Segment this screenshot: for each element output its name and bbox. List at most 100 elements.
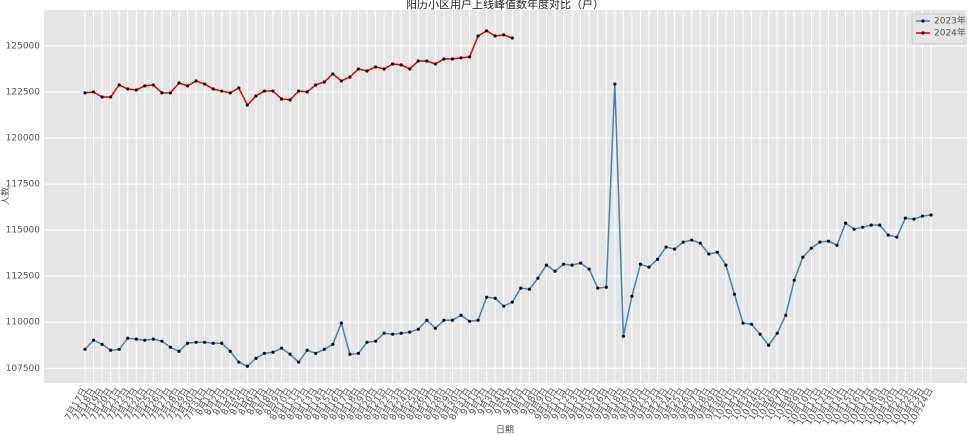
data-point — [442, 57, 446, 61]
data-point — [271, 89, 275, 93]
data-point — [399, 331, 403, 335]
data-point — [920, 214, 925, 218]
data-point — [211, 87, 215, 91]
data-point — [185, 84, 190, 88]
data-point — [818, 240, 822, 244]
series-line — [84, 84, 932, 368]
data-point — [91, 90, 96, 94]
data-point — [356, 351, 361, 355]
data-point — [117, 83, 121, 87]
data-point — [117, 347, 121, 351]
data-point — [322, 80, 326, 84]
y-tick-label: 107500 — [6, 364, 41, 374]
data-point — [467, 55, 472, 59]
data-point — [895, 235, 899, 239]
data-point — [399, 63, 403, 67]
data-point — [279, 97, 284, 101]
data-point — [245, 364, 249, 368]
data-point — [741, 321, 745, 325]
data-point — [220, 89, 224, 93]
data-point — [544, 263, 549, 267]
data-point — [502, 304, 506, 308]
data-point — [305, 90, 309, 94]
data-point — [83, 91, 87, 95]
data-point — [279, 346, 284, 350]
data-point — [245, 103, 249, 107]
data-point — [630, 294, 634, 298]
y-tick-label: 115000 — [6, 226, 41, 236]
data-point — [83, 347, 87, 351]
data-point — [442, 318, 446, 322]
data-point — [391, 332, 395, 336]
data-point — [220, 341, 224, 345]
data-point — [536, 276, 540, 280]
legend-label: 2024年 — [934, 27, 966, 39]
y-tick-label: 117500 — [6, 180, 41, 190]
data-point — [262, 89, 267, 93]
data-point — [485, 295, 489, 299]
data-point — [143, 84, 147, 88]
data-point — [912, 217, 916, 221]
data-point — [579, 261, 583, 265]
y-tick-label: 110000 — [6, 318, 41, 328]
data-point — [382, 331, 386, 335]
data-point — [886, 233, 890, 237]
data-point — [134, 337, 138, 341]
data-point — [861, 225, 865, 229]
data-point — [194, 340, 198, 344]
data-point — [433, 326, 437, 330]
data-point — [493, 34, 497, 38]
data-point — [382, 67, 386, 71]
legend-marker — [921, 31, 925, 35]
data-point — [373, 339, 378, 343]
y-tick-label: 112500 — [6, 272, 41, 282]
data-point — [835, 243, 839, 247]
data-point — [314, 351, 318, 355]
data-point — [126, 87, 130, 91]
data-point — [373, 65, 378, 69]
data-point — [707, 252, 711, 256]
data-point — [109, 95, 113, 99]
data-point — [177, 81, 181, 85]
data-point — [331, 342, 335, 346]
data-point — [271, 350, 275, 354]
data-point — [254, 356, 258, 360]
data-point — [348, 352, 352, 356]
data-point — [655, 257, 660, 261]
data-point — [408, 67, 412, 71]
data-point — [596, 286, 600, 290]
data-point — [254, 94, 258, 98]
data-point — [869, 223, 873, 227]
data-point — [237, 360, 241, 364]
data-point — [109, 348, 113, 352]
data-point — [638, 262, 643, 266]
data-point — [425, 318, 429, 322]
plot-area — [44, 10, 967, 383]
data-point — [126, 336, 130, 340]
data-point — [100, 95, 104, 99]
data-point — [237, 86, 241, 90]
data-point — [476, 318, 480, 322]
data-point — [715, 250, 719, 254]
data-point — [493, 296, 497, 300]
data-point — [698, 241, 702, 245]
data-point — [151, 83, 155, 87]
data-point — [433, 62, 437, 66]
data-point — [775, 331, 779, 335]
data-point — [843, 221, 848, 225]
data-point — [561, 262, 566, 266]
data-point — [809, 246, 813, 250]
data-point — [587, 267, 591, 271]
data-point — [664, 245, 668, 249]
data-point — [681, 240, 685, 244]
data-point — [391, 62, 395, 66]
data-point — [467, 319, 472, 323]
data-point — [792, 278, 796, 282]
x-axis-label: 日期 — [496, 425, 514, 435]
data-point — [459, 56, 463, 60]
data-point — [228, 349, 232, 353]
data-point — [100, 342, 104, 346]
data-point — [168, 345, 173, 349]
data-point — [322, 347, 326, 351]
